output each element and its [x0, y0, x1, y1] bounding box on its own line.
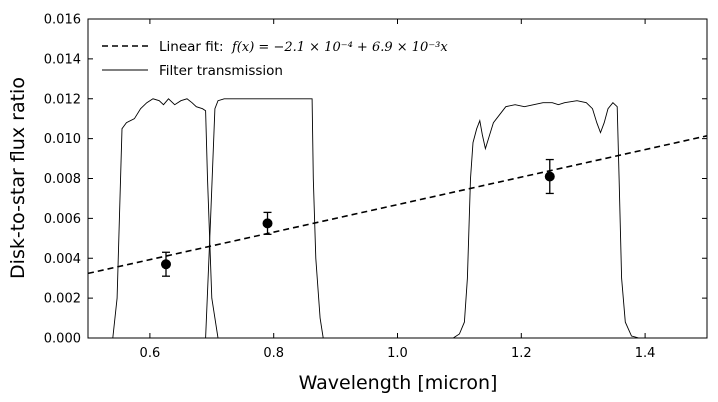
y-tick-label-1: 0.002	[44, 292, 81, 307]
plot-content	[87, 98, 708, 339]
filter-transmission-curve-1	[112, 98, 219, 339]
filter-transmission-curve-2	[205, 98, 324, 339]
y-axis-title: Disk-to-star flux ratio	[7, 77, 29, 279]
y-tick-label-2: 0.004	[44, 252, 81, 267]
x-tick-label-3: 1.2	[511, 346, 532, 361]
legend-label-linear-fit: Linear fit:	[159, 39, 224, 55]
data-point-0	[160, 259, 171, 270]
y-tick-label-6: 0.012	[44, 92, 81, 107]
filter-transmission-curve-3	[452, 100, 640, 339]
x-tick-label-4: 1.4	[635, 346, 656, 361]
y-tick-label-0: 0.000	[44, 332, 81, 347]
y-tick-label-3: 0.006	[44, 212, 81, 227]
legend: Linear fit: f(x) = −2.1 × 10⁻⁴ + 6.9 × 1…	[102, 39, 448, 79]
data-point-2	[544, 171, 555, 182]
y-tick-label-7: 0.014	[44, 52, 81, 67]
y-tick-label-5: 0.010	[44, 132, 81, 147]
x-tick-label-0: 0.6	[140, 346, 161, 361]
axis-ticks: 0.6 0.8 1.0 1.2 1.4 0.000 0.002 0.004 0.006 0.008…	[44, 13, 707, 361]
legend-label-filter: Filter transmission	[159, 63, 283, 79]
data-point-1	[262, 218, 273, 229]
x-tick-label-1: 0.8	[263, 346, 284, 361]
linear-fit-line	[87, 135, 708, 275]
y-tick-label-8: 0.016	[44, 13, 81, 28]
x-axis-title: Wavelength [micron]	[299, 372, 498, 394]
y-tick-label-4: 0.008	[44, 172, 81, 187]
legend-formula-linear-fit: f(x) = −2.1 × 10⁻⁴ + 6.9 × 10⁻³x	[231, 40, 448, 55]
x-tick-label-2: 1.0	[387, 346, 408, 361]
